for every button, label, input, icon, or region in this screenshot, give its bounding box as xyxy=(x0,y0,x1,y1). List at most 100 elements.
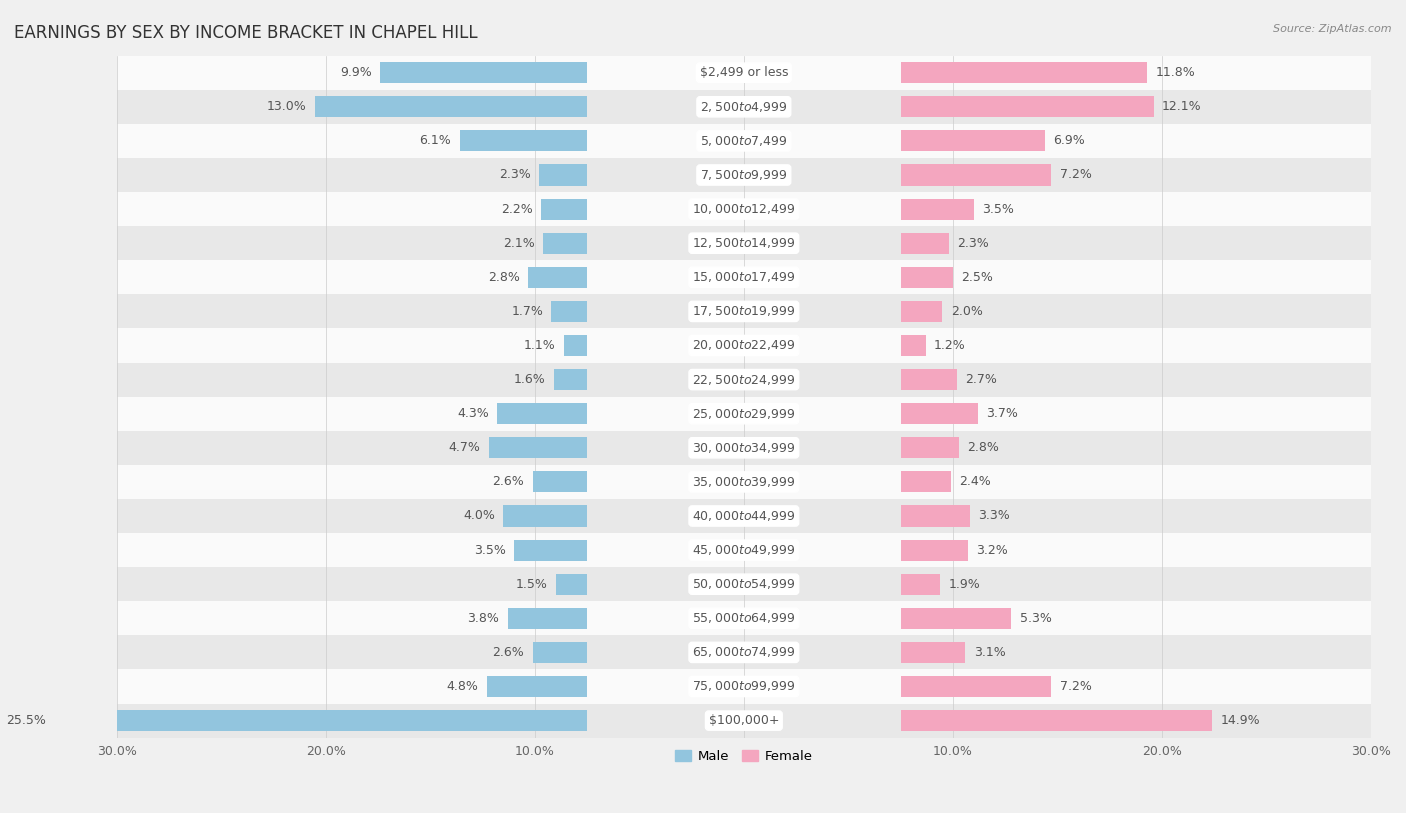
Bar xyxy=(503,506,588,527)
Bar xyxy=(117,635,1371,669)
Bar xyxy=(533,472,588,493)
Text: 3.8%: 3.8% xyxy=(467,612,499,625)
Text: EARNINGS BY SEX BY INCOME BRACKET IN CHAPEL HILL: EARNINGS BY SEX BY INCOME BRACKET IN CHA… xyxy=(14,24,478,42)
Text: 13.0%: 13.0% xyxy=(267,100,307,113)
Text: 3.5%: 3.5% xyxy=(983,202,1014,215)
Bar xyxy=(117,602,1371,635)
Bar xyxy=(380,62,588,83)
Text: $5,000 to $7,499: $5,000 to $7,499 xyxy=(700,134,787,148)
Bar xyxy=(901,608,1011,629)
Bar xyxy=(117,669,1371,703)
Bar xyxy=(117,124,1371,158)
Text: $30,000 to $34,999: $30,000 to $34,999 xyxy=(692,441,796,454)
Bar xyxy=(117,328,1371,363)
Text: 2.2%: 2.2% xyxy=(501,202,533,215)
Text: $22,500 to $24,999: $22,500 to $24,999 xyxy=(692,372,796,387)
Text: 12.1%: 12.1% xyxy=(1161,100,1202,113)
Bar xyxy=(901,301,942,322)
Text: 1.5%: 1.5% xyxy=(516,578,547,591)
Bar xyxy=(117,55,1371,89)
Text: 3.1%: 3.1% xyxy=(974,646,1005,659)
Text: 2.6%: 2.6% xyxy=(492,646,524,659)
Bar xyxy=(513,540,588,561)
Text: 2.1%: 2.1% xyxy=(503,237,534,250)
Text: $10,000 to $12,499: $10,000 to $12,499 xyxy=(692,202,796,216)
Text: 7.2%: 7.2% xyxy=(1060,680,1091,693)
Text: 4.8%: 4.8% xyxy=(447,680,478,693)
Text: $45,000 to $49,999: $45,000 to $49,999 xyxy=(692,543,796,557)
Bar xyxy=(117,499,1371,533)
Bar xyxy=(117,397,1371,431)
Bar xyxy=(901,198,974,220)
Bar xyxy=(555,574,588,595)
Text: $65,000 to $74,999: $65,000 to $74,999 xyxy=(692,646,796,659)
Bar xyxy=(901,130,1045,151)
Bar xyxy=(460,130,588,151)
Text: 3.5%: 3.5% xyxy=(474,544,506,557)
Text: $7,500 to $9,999: $7,500 to $9,999 xyxy=(700,168,787,182)
Bar xyxy=(551,301,588,322)
Bar xyxy=(117,363,1371,397)
Text: 2.3%: 2.3% xyxy=(499,168,530,181)
Bar xyxy=(117,260,1371,294)
Bar xyxy=(486,676,588,697)
Text: 6.1%: 6.1% xyxy=(419,134,451,147)
Text: 11.8%: 11.8% xyxy=(1156,66,1195,79)
Text: Source: ZipAtlas.com: Source: ZipAtlas.com xyxy=(1274,24,1392,34)
Text: 2.8%: 2.8% xyxy=(967,441,1000,454)
Bar xyxy=(117,294,1371,328)
Text: $100,000+: $100,000+ xyxy=(709,714,779,727)
Text: $17,500 to $19,999: $17,500 to $19,999 xyxy=(692,304,796,319)
Bar xyxy=(901,506,970,527)
Bar xyxy=(117,158,1371,192)
Bar xyxy=(508,608,588,629)
Bar xyxy=(901,403,979,424)
Text: 2.6%: 2.6% xyxy=(492,476,524,489)
Bar xyxy=(117,192,1371,226)
Text: $2,499 or less: $2,499 or less xyxy=(700,66,789,79)
Text: 14.9%: 14.9% xyxy=(1220,714,1260,727)
Text: $75,000 to $99,999: $75,000 to $99,999 xyxy=(692,680,796,693)
Bar xyxy=(538,164,588,185)
Bar xyxy=(489,437,588,459)
Text: 2.7%: 2.7% xyxy=(966,373,997,386)
Bar xyxy=(533,641,588,663)
Bar xyxy=(53,710,588,731)
Bar xyxy=(117,226,1371,260)
Text: 2.4%: 2.4% xyxy=(959,476,991,489)
Bar xyxy=(117,533,1371,567)
Bar xyxy=(901,540,967,561)
Text: 1.7%: 1.7% xyxy=(512,305,543,318)
Bar xyxy=(901,233,949,254)
Legend: Male, Female: Male, Female xyxy=(669,745,818,768)
Bar xyxy=(901,437,959,459)
Bar xyxy=(901,164,1052,185)
Text: 4.7%: 4.7% xyxy=(449,441,481,454)
Bar xyxy=(901,369,957,390)
Text: 9.9%: 9.9% xyxy=(340,66,371,79)
Bar xyxy=(901,267,953,288)
Bar xyxy=(901,676,1052,697)
Text: 1.2%: 1.2% xyxy=(934,339,966,352)
Bar xyxy=(543,233,588,254)
Text: 3.7%: 3.7% xyxy=(987,407,1018,420)
Bar xyxy=(901,641,966,663)
Text: 4.3%: 4.3% xyxy=(457,407,489,420)
Text: $2,500 to $4,999: $2,500 to $4,999 xyxy=(700,100,787,114)
Bar xyxy=(498,403,588,424)
Text: 3.3%: 3.3% xyxy=(979,510,1010,523)
Bar xyxy=(541,198,588,220)
Text: $55,000 to $64,999: $55,000 to $64,999 xyxy=(692,611,796,625)
Text: 3.2%: 3.2% xyxy=(976,544,1008,557)
Text: $20,000 to $22,499: $20,000 to $22,499 xyxy=(692,338,796,353)
Bar xyxy=(529,267,588,288)
Text: $15,000 to $17,499: $15,000 to $17,499 xyxy=(692,270,796,285)
Text: 7.2%: 7.2% xyxy=(1060,168,1091,181)
Text: $25,000 to $29,999: $25,000 to $29,999 xyxy=(692,406,796,420)
Bar xyxy=(901,574,941,595)
Bar xyxy=(117,431,1371,465)
Bar xyxy=(901,335,925,356)
Text: 1.9%: 1.9% xyxy=(949,578,980,591)
Bar xyxy=(315,96,588,117)
Bar xyxy=(901,96,1154,117)
